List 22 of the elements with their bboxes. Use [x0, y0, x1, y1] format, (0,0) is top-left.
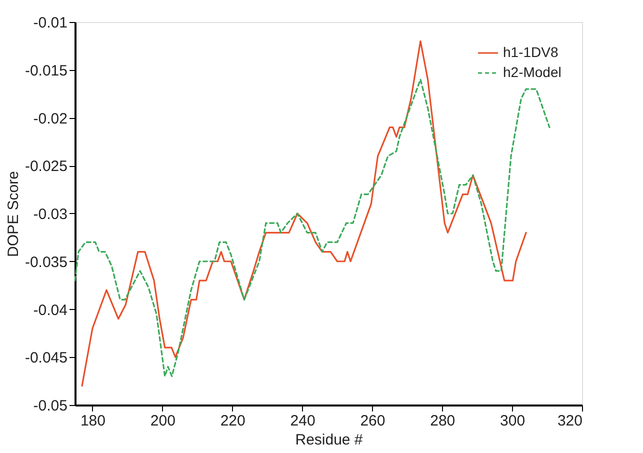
- x-tick-label: 220: [220, 412, 246, 430]
- y-axis-title: DOPE Score: [4, 171, 22, 257]
- legend-label: h2-Model: [503, 64, 562, 80]
- x-tick-label: 240: [290, 412, 316, 430]
- y-tick-label: -0.02: [33, 110, 68, 128]
- x-tick-label: 300: [500, 412, 526, 430]
- y-tick-label: -0.01: [33, 14, 68, 32]
- line-series: [74, 78, 550, 378]
- y-tick-label: -0.025: [24, 158, 68, 176]
- x-axis-title: Residue #: [295, 432, 364, 448]
- y-tick-label: -0.03: [33, 206, 68, 223]
- x-tick-label: 200: [150, 412, 176, 430]
- y-tick-label: -0.035: [24, 254, 68, 271]
- x-tick-label: 320: [557, 412, 582, 430]
- x-tick-label: 180: [80, 412, 106, 430]
- legend-label: h1-1DV8: [503, 44, 558, 60]
- x-tick-label: 280: [430, 412, 456, 430]
- x-tick-label: 260: [360, 412, 386, 430]
- y-tick-label: -0.05: [33, 398, 68, 414]
- y-tick-label: -0.015: [24, 62, 68, 80]
- y-tick-label: -0.04: [33, 302, 68, 319]
- y-tick-label: -0.045: [24, 350, 68, 367]
